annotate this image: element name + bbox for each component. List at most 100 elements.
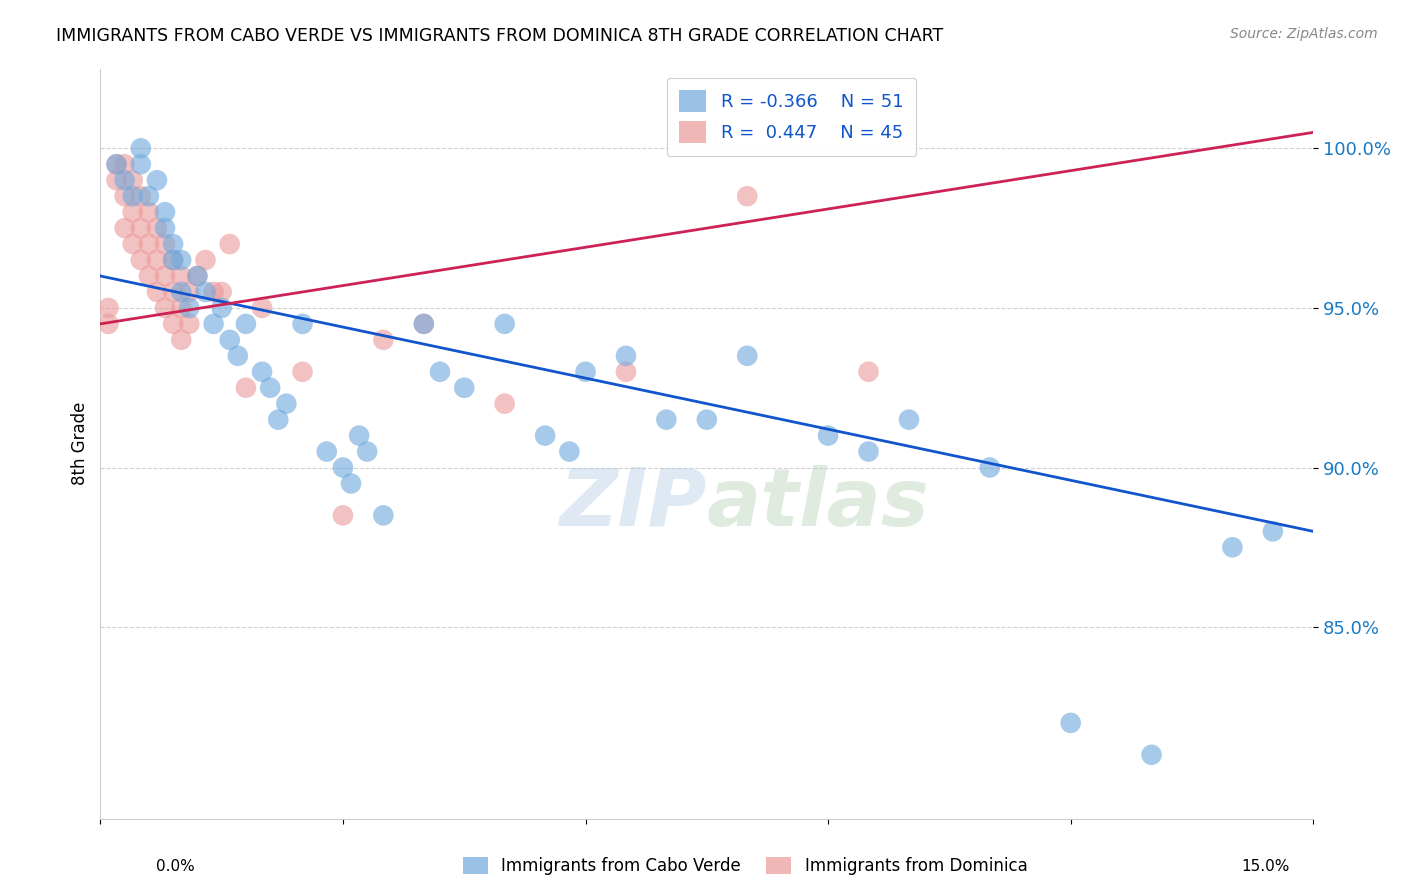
Point (1222, 541, 1244, 555)
Point (614, 349, 637, 363)
Point (558, 444, 581, 458)
Point (162, 237, 184, 252)
Point (138, 237, 160, 252)
Point (235, 317, 257, 331)
Point (373, 508, 395, 523)
Text: atlas: atlas (707, 465, 929, 542)
Point (170, 253, 193, 268)
Point (574, 365, 596, 379)
Point (1140, 747, 1163, 762)
Point (129, 157, 152, 171)
Point (267, 412, 290, 426)
Point (858, 444, 880, 458)
Point (153, 205, 176, 219)
Point (315, 444, 337, 458)
Point (170, 268, 193, 283)
Text: 0.0%: 0.0% (156, 859, 195, 874)
Point (162, 253, 184, 268)
Point (858, 365, 880, 379)
Point (194, 253, 217, 268)
Point (412, 317, 434, 331)
Point (696, 412, 718, 426)
Point (235, 381, 257, 395)
Point (179, 301, 201, 315)
Point (186, 268, 208, 283)
Point (121, 189, 143, 203)
Legend: Immigrants from Cabo Verde, Immigrants from Dominica: Immigrants from Cabo Verde, Immigrants f… (454, 849, 1036, 884)
Point (340, 476, 363, 491)
Point (291, 365, 314, 379)
Point (259, 381, 281, 395)
Point (114, 189, 136, 203)
Point (179, 285, 201, 299)
Point (97, 317, 120, 331)
Point (170, 285, 193, 299)
Point (347, 428, 370, 442)
Point (97, 301, 120, 315)
Point (146, 173, 169, 187)
Point (1060, 715, 1083, 730)
Point (129, 253, 152, 268)
Point (218, 333, 240, 347)
Point (332, 508, 354, 523)
Point (129, 189, 152, 203)
Point (202, 317, 225, 331)
Point (114, 157, 136, 171)
Point (162, 253, 184, 268)
Point (412, 317, 434, 331)
Point (129, 221, 152, 235)
Legend: R = -0.366    N = 51, R =  0.447    N = 45: R = -0.366 N = 51, R = 0.447 N = 45 (666, 78, 917, 156)
Point (138, 189, 160, 203)
Text: ZIP: ZIP (560, 465, 707, 542)
Point (655, 412, 678, 426)
Text: Source: ZipAtlas.com: Source: ZipAtlas.com (1230, 27, 1378, 41)
Point (250, 301, 273, 315)
Point (114, 221, 136, 235)
Point (735, 349, 758, 363)
Point (162, 285, 184, 299)
Point (291, 317, 314, 331)
Point (453, 381, 475, 395)
Point (817, 428, 839, 442)
Point (534, 428, 557, 442)
Point (429, 365, 451, 379)
Point (105, 157, 128, 171)
Point (121, 205, 143, 219)
Point (121, 237, 143, 252)
Y-axis label: 8th Grade: 8th Grade (72, 402, 89, 485)
Point (276, 397, 298, 411)
Point (202, 285, 225, 299)
Point (1261, 524, 1284, 539)
Text: 15.0%: 15.0% (1241, 859, 1289, 874)
Point (735, 189, 758, 203)
Point (170, 333, 193, 347)
Point (194, 285, 217, 299)
Point (105, 173, 128, 187)
Point (218, 237, 240, 252)
Point (226, 349, 249, 363)
Point (332, 460, 354, 475)
Point (979, 460, 1001, 475)
Point (146, 253, 169, 268)
Point (153, 301, 176, 315)
Point (129, 141, 152, 155)
Point (162, 317, 184, 331)
Point (153, 221, 176, 235)
Point (211, 301, 233, 315)
Point (897, 412, 920, 426)
Point (153, 237, 176, 252)
Point (494, 397, 516, 411)
Text: IMMIGRANTS FROM CABO VERDE VS IMMIGRANTS FROM DOMINICA 8TH GRADE CORRELATION CHA: IMMIGRANTS FROM CABO VERDE VS IMMIGRANTS… (56, 27, 943, 45)
Point (373, 333, 395, 347)
Point (138, 268, 160, 283)
Point (121, 173, 143, 187)
Point (138, 205, 160, 219)
Point (114, 173, 136, 187)
Point (179, 317, 201, 331)
Point (153, 268, 176, 283)
Point (105, 157, 128, 171)
Point (170, 301, 193, 315)
Point (250, 365, 273, 379)
Point (146, 285, 169, 299)
Point (211, 285, 233, 299)
